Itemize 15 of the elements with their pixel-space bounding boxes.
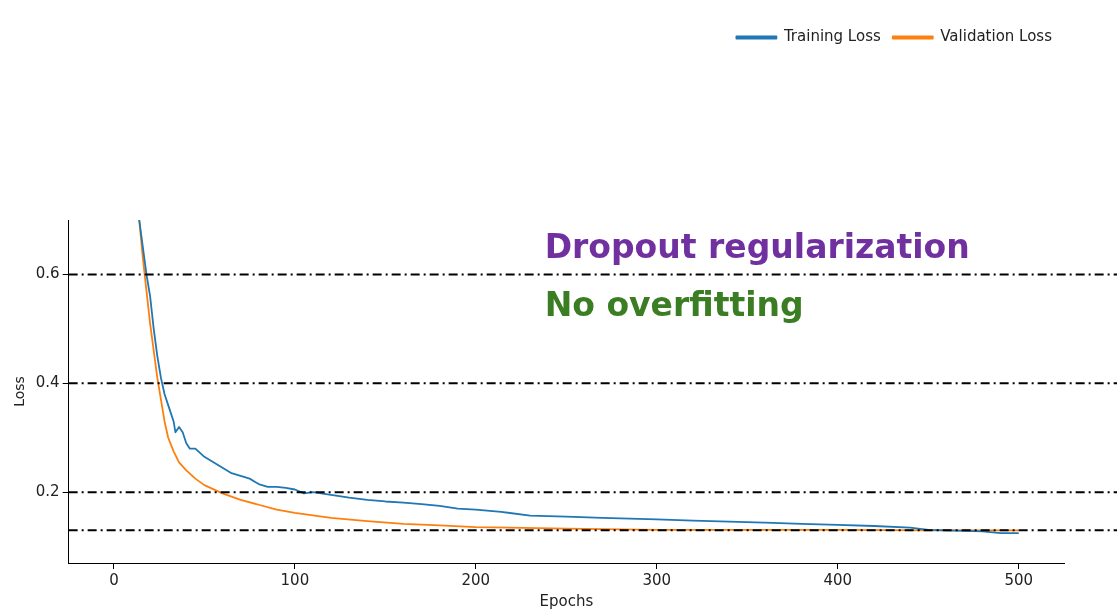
x-tick-label: 300	[642, 570, 672, 589]
legend-label: Validation Loss	[940, 27, 1053, 46]
x-tick-label: 100	[280, 570, 310, 589]
y-tick-label: 0.6	[35, 264, 60, 283]
x-axis-title: Epochs	[539, 591, 594, 610]
y-tick-label: 0.4	[35, 373, 60, 392]
x-tick-label: 400	[823, 570, 853, 589]
y-tick-label: 0.2	[35, 482, 60, 501]
legend-label: Training Loss	[782, 27, 881, 46]
x-tick-label: 200	[461, 570, 491, 589]
y-axis-title: Loss	[11, 376, 28, 407]
annotation: Dropout regularization	[544, 227, 970, 266]
annotation: No overfitting	[544, 285, 804, 324]
x-tick-label: 500	[1004, 570, 1034, 589]
x-tick-label: 0	[109, 570, 119, 589]
